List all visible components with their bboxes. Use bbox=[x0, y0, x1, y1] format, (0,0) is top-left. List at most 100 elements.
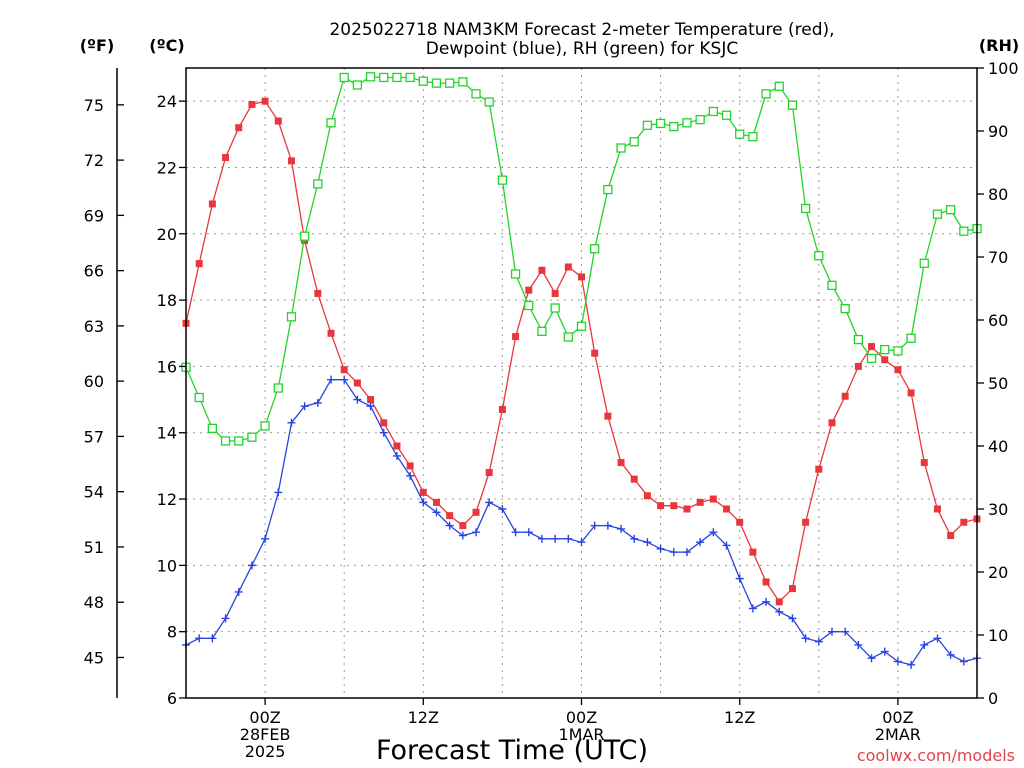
rh-point bbox=[695, 115, 705, 125]
rh-point bbox=[247, 432, 257, 442]
dewpoint-point bbox=[261, 534, 270, 543]
dewpoint-point bbox=[946, 650, 955, 659]
credit-label: coolwx.com/models bbox=[857, 746, 1015, 765]
dewpoint-point bbox=[762, 597, 771, 606]
temperature-point bbox=[353, 379, 361, 387]
rh-point bbox=[418, 76, 428, 86]
x-tick-label: 1MAR bbox=[558, 725, 604, 744]
temperature-point bbox=[723, 505, 731, 513]
dewpoint-point bbox=[472, 528, 481, 537]
dewpoint-point bbox=[643, 538, 652, 547]
rh-point bbox=[313, 179, 323, 189]
temperature-point bbox=[485, 469, 493, 477]
x-tick-label: 12Z bbox=[724, 708, 755, 727]
x-tick-label: 00Z bbox=[566, 708, 597, 727]
chart-subtitle: Dewpoint (blue), RH (green) for KSJC bbox=[426, 39, 738, 59]
dewpoint-point bbox=[564, 534, 573, 543]
x-tick-label: 28FEB bbox=[240, 725, 291, 744]
rh-point bbox=[194, 392, 204, 403]
fahrenheit-tick-label: 69 bbox=[84, 206, 104, 225]
x-tick-label: 12Z bbox=[408, 708, 439, 727]
fahrenheit-tick-label: 48 bbox=[84, 593, 104, 612]
celsius-tick-label: 12 bbox=[157, 490, 177, 509]
dewpoint-point bbox=[590, 521, 599, 530]
temperature-point bbox=[287, 157, 295, 165]
rh-tick-label: 30 bbox=[988, 500, 1008, 519]
temperature-point bbox=[591, 349, 599, 357]
temperature-point bbox=[709, 495, 717, 503]
temperature-point bbox=[683, 505, 691, 513]
dewpoint-point bbox=[445, 521, 454, 530]
dewpoint-point bbox=[959, 657, 968, 666]
temperature-point bbox=[894, 366, 902, 374]
fahrenheit-tick-label: 45 bbox=[84, 648, 104, 667]
rh-point bbox=[352, 80, 363, 90]
temperature-point bbox=[419, 488, 427, 496]
rh-point bbox=[945, 205, 956, 215]
fahrenheit-tick-label: 60 bbox=[84, 372, 104, 391]
ticks-layer: 6 8 10 12 14 16 18 20 22 24 45 48 51 54 57 60 63 66 69 72 75… bbox=[84, 59, 1019, 761]
temperature-point bbox=[195, 260, 203, 268]
temperature-point bbox=[498, 406, 506, 414]
dewpoint-point bbox=[577, 538, 586, 547]
celsius-tick-label: 20 bbox=[157, 225, 177, 244]
grid-lines bbox=[186, 68, 977, 698]
dewpoint-point bbox=[247, 561, 256, 570]
temperature-point bbox=[512, 333, 520, 341]
temperature-point bbox=[604, 412, 612, 420]
fahrenheit-tick-label: 63 bbox=[84, 317, 104, 336]
rh-point bbox=[603, 184, 613, 195]
temperature-point bbox=[907, 389, 915, 397]
rh-point bbox=[682, 118, 692, 128]
rh-point bbox=[497, 175, 508, 185]
rh-point bbox=[853, 334, 863, 345]
rh-point bbox=[800, 203, 811, 214]
temperature-point bbox=[828, 419, 836, 427]
x-tick-label: 00Z bbox=[249, 708, 280, 727]
temperature-point bbox=[630, 475, 638, 483]
dewpoint-point bbox=[485, 498, 494, 507]
temperature-point bbox=[802, 518, 810, 526]
rh-point bbox=[524, 300, 534, 311]
dewpoint-point bbox=[234, 587, 243, 596]
fahrenheit-tick-label: 66 bbox=[84, 262, 104, 281]
rh-point bbox=[721, 110, 732, 120]
rh-point bbox=[379, 72, 389, 83]
temperature-point bbox=[578, 273, 585, 281]
dewpoint-point bbox=[827, 627, 836, 636]
temperature-point bbox=[881, 356, 889, 364]
temperature-point bbox=[235, 124, 243, 132]
celsius-tick-label: 24 bbox=[157, 92, 177, 111]
dewpoint-point bbox=[735, 574, 744, 583]
dewpoint-point bbox=[814, 637, 823, 646]
temperature-point bbox=[696, 498, 704, 506]
rh-point bbox=[655, 118, 666, 129]
fahrenheit-tick-label: 72 bbox=[84, 151, 104, 170]
dewpoint-point bbox=[432, 508, 441, 517]
rh-point bbox=[774, 81, 784, 91]
dewpoint-point bbox=[682, 548, 691, 557]
dewpoint-point bbox=[287, 418, 296, 427]
dewpoint-point bbox=[669, 548, 678, 557]
temperature-point bbox=[657, 502, 665, 510]
celsius-tick-label: 22 bbox=[157, 158, 177, 177]
rh-point bbox=[866, 353, 877, 364]
dewpoint-point bbox=[392, 451, 401, 460]
temperature-point bbox=[933, 505, 941, 513]
temperature-point bbox=[775, 598, 783, 606]
rh-point bbox=[880, 344, 890, 355]
temperature-point bbox=[314, 289, 322, 297]
fahrenheit-tick-label: 51 bbox=[84, 538, 104, 557]
temperature-point bbox=[525, 286, 533, 294]
rh-tick-label: 90 bbox=[988, 122, 1008, 141]
rh-unit-label: (RH) bbox=[979, 36, 1019, 55]
rh-point bbox=[761, 89, 771, 99]
dewpoint-point bbox=[617, 524, 626, 533]
temperature-point bbox=[947, 532, 955, 540]
dewpoint-point bbox=[722, 541, 731, 550]
dewpoint-point bbox=[603, 521, 612, 530]
rh-point bbox=[471, 89, 481, 99]
dewpoint-point bbox=[221, 614, 230, 623]
temperature-point bbox=[815, 465, 823, 473]
temperature-point bbox=[868, 343, 876, 351]
